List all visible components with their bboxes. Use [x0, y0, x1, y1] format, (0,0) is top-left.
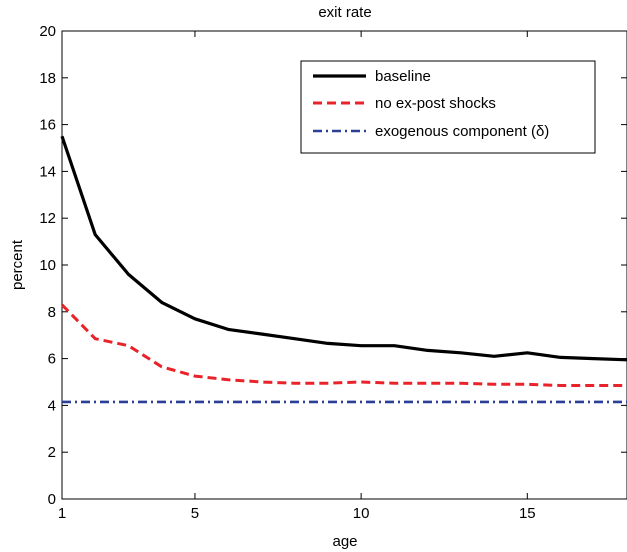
y-tick-label: 6	[48, 351, 56, 368]
y-tick-label: 8	[48, 304, 56, 321]
y-tick-label: 12	[39, 210, 56, 227]
legend-label-2: exogenous component (δ)	[375, 123, 549, 140]
legend: baseline no ex-post shocks exogenous compo…	[300, 60, 596, 154]
axis-ticks	[61, 30, 627, 500]
series-line-0	[60, 135, 627, 362]
chart-title: exit rate	[318, 4, 371, 21]
x-tick-label: 5	[191, 505, 199, 522]
y-tick-label: 18	[39, 70, 56, 87]
x-tick-label: 1	[58, 505, 66, 522]
y-tick-label: 14	[39, 163, 56, 180]
x-tick-label: 10	[353, 505, 370, 522]
y-axis-title: percent	[9, 239, 26, 290]
y-tick-label: 4	[48, 397, 56, 414]
legend-label-1: no ex-post shocks	[375, 95, 496, 112]
series-lines	[60, 135, 627, 404]
x-axis-title: age	[332, 533, 357, 550]
y-tick-label: 0	[48, 491, 56, 508]
y-tick-label: 10	[39, 257, 56, 274]
y-tick-label: 20	[39, 23, 56, 40]
y-tick-label: 16	[39, 117, 56, 134]
y-tick-label: 2	[48, 444, 56, 461]
legend-label-0: baseline	[375, 68, 431, 85]
series-line-1	[60, 303, 627, 387]
x-tick-label: 15	[519, 505, 536, 522]
